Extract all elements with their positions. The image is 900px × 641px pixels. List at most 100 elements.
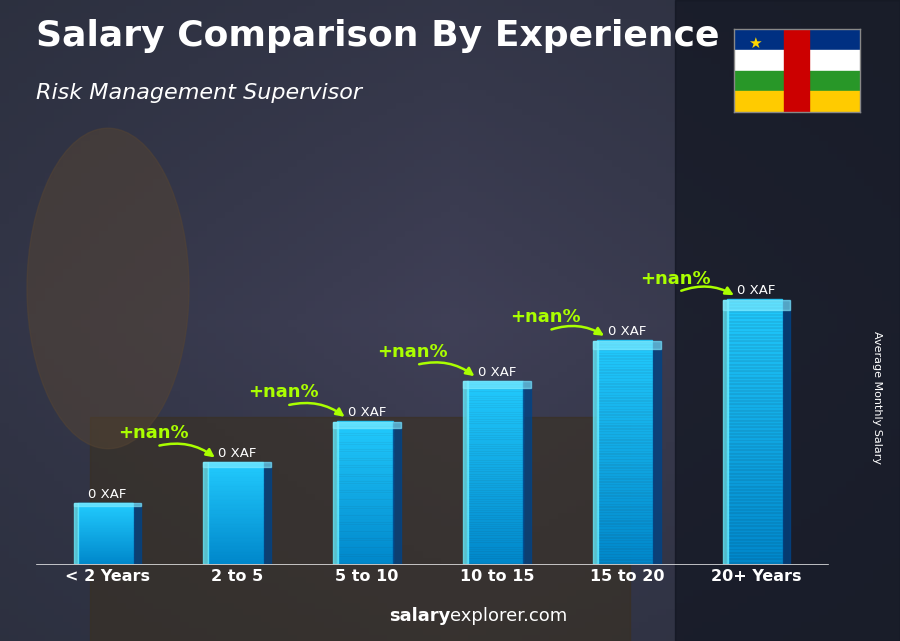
- Bar: [467, 554, 523, 557]
- Bar: [208, 517, 263, 519]
- Bar: [467, 383, 523, 386]
- Bar: [203, 462, 208, 564]
- Bar: [727, 385, 782, 389]
- Bar: [727, 310, 782, 313]
- Bar: [597, 513, 652, 517]
- Bar: [597, 340, 652, 344]
- Bar: [597, 351, 652, 354]
- Bar: [727, 451, 782, 455]
- Bar: [77, 515, 133, 516]
- Bar: [77, 550, 133, 551]
- Bar: [338, 540, 392, 543]
- Bar: [727, 359, 782, 363]
- Bar: [597, 488, 652, 492]
- Bar: [727, 362, 782, 366]
- Bar: [727, 379, 782, 383]
- Bar: [338, 496, 392, 498]
- Bar: [77, 521, 133, 522]
- Bar: [727, 431, 782, 435]
- Bar: [727, 356, 782, 360]
- Bar: [208, 549, 263, 550]
- Bar: [208, 553, 263, 554]
- Bar: [727, 554, 782, 558]
- Bar: [727, 322, 782, 326]
- Bar: [467, 553, 523, 555]
- Bar: [208, 557, 263, 559]
- Bar: [208, 523, 263, 525]
- Bar: [77, 547, 133, 548]
- Bar: [597, 522, 652, 525]
- Bar: [467, 481, 523, 484]
- Bar: [727, 540, 782, 544]
- Bar: [338, 446, 392, 449]
- Text: 0 XAF: 0 XAF: [218, 447, 256, 460]
- Bar: [727, 336, 782, 340]
- Bar: [208, 496, 263, 498]
- Bar: [338, 507, 392, 509]
- Bar: [597, 343, 652, 346]
- Bar: [467, 502, 523, 504]
- Bar: [77, 529, 133, 531]
- Bar: [338, 489, 392, 491]
- Bar: [208, 490, 263, 492]
- Bar: [338, 498, 392, 500]
- Bar: [467, 424, 523, 427]
- Bar: [783, 300, 790, 564]
- Bar: [597, 401, 652, 404]
- Bar: [208, 561, 263, 563]
- Bar: [77, 526, 133, 528]
- Bar: [338, 526, 392, 529]
- Bar: [208, 481, 263, 483]
- Bar: [338, 462, 392, 465]
- Bar: [77, 504, 133, 505]
- Bar: [727, 557, 782, 561]
- Bar: [338, 487, 392, 489]
- Bar: [77, 544, 133, 545]
- Bar: [77, 506, 133, 508]
- Bar: [467, 454, 523, 456]
- Bar: [77, 551, 133, 553]
- Bar: [467, 562, 523, 564]
- Bar: [208, 536, 263, 537]
- Bar: [208, 533, 263, 535]
- Bar: [467, 449, 523, 452]
- Bar: [77, 508, 133, 509]
- Bar: [467, 447, 523, 450]
- Bar: [467, 415, 523, 418]
- Bar: [338, 482, 392, 484]
- Bar: [208, 491, 263, 493]
- Bar: [727, 454, 782, 458]
- Bar: [597, 494, 652, 497]
- Bar: [77, 542, 133, 544]
- Bar: [467, 493, 523, 495]
- Text: +nan%: +nan%: [118, 424, 188, 442]
- Bar: [597, 438, 652, 441]
- Bar: [597, 547, 652, 550]
- Bar: [467, 385, 523, 388]
- Bar: [467, 456, 523, 459]
- Bar: [597, 441, 652, 444]
- Bar: [597, 497, 652, 500]
- Bar: [727, 349, 782, 353]
- Bar: [208, 466, 263, 467]
- Bar: [338, 434, 392, 436]
- Ellipse shape: [27, 128, 189, 449]
- Bar: [208, 550, 263, 551]
- Bar: [338, 542, 392, 544]
- Bar: [338, 421, 392, 424]
- Bar: [727, 497, 782, 501]
- Bar: [727, 326, 782, 329]
- Bar: [338, 546, 392, 548]
- Bar: [208, 519, 263, 521]
- Bar: [597, 466, 652, 469]
- Bar: [727, 313, 782, 317]
- Bar: [208, 528, 263, 529]
- Bar: [467, 495, 523, 498]
- Bar: [77, 510, 133, 512]
- Bar: [727, 511, 782, 515]
- Bar: [597, 452, 652, 455]
- Bar: [208, 554, 263, 556]
- Text: 0 XAF: 0 XAF: [348, 406, 386, 419]
- Bar: [208, 538, 263, 540]
- Bar: [338, 562, 392, 564]
